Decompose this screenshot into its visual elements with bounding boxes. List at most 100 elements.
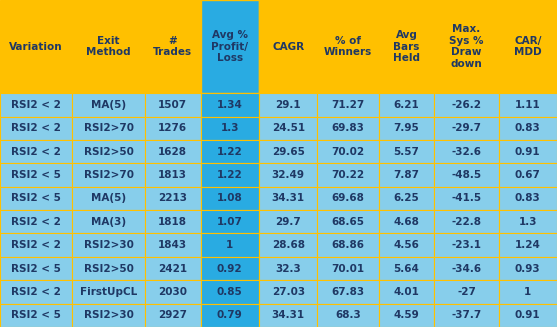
Text: 68.65: 68.65 — [331, 217, 365, 227]
FancyBboxPatch shape — [434, 280, 499, 303]
FancyBboxPatch shape — [499, 93, 557, 116]
FancyBboxPatch shape — [434, 116, 499, 140]
Text: 1843: 1843 — [158, 240, 187, 250]
FancyBboxPatch shape — [259, 303, 317, 327]
Text: 1.22: 1.22 — [217, 170, 243, 180]
Text: 6.25: 6.25 — [394, 193, 419, 203]
Text: 70.22: 70.22 — [331, 170, 365, 180]
Text: 0.91: 0.91 — [515, 146, 541, 157]
FancyBboxPatch shape — [499, 280, 557, 303]
FancyBboxPatch shape — [317, 93, 379, 116]
FancyBboxPatch shape — [499, 303, 557, 327]
FancyBboxPatch shape — [259, 116, 317, 140]
FancyBboxPatch shape — [0, 187, 72, 210]
FancyBboxPatch shape — [145, 140, 201, 163]
FancyBboxPatch shape — [434, 93, 499, 116]
FancyBboxPatch shape — [317, 210, 379, 233]
FancyBboxPatch shape — [379, 257, 434, 280]
Text: -34.6: -34.6 — [451, 264, 482, 274]
FancyBboxPatch shape — [499, 140, 557, 163]
FancyBboxPatch shape — [317, 233, 379, 257]
Text: MA(5): MA(5) — [91, 193, 126, 203]
Text: -22.8: -22.8 — [452, 217, 481, 227]
FancyBboxPatch shape — [72, 280, 145, 303]
Text: RSI2>70: RSI2>70 — [84, 170, 134, 180]
FancyBboxPatch shape — [259, 257, 317, 280]
Text: 0.83: 0.83 — [515, 193, 541, 203]
FancyBboxPatch shape — [379, 163, 434, 187]
Text: 5.64: 5.64 — [394, 264, 419, 274]
Text: 68.86: 68.86 — [331, 240, 365, 250]
FancyBboxPatch shape — [72, 0, 145, 93]
FancyBboxPatch shape — [0, 140, 72, 163]
FancyBboxPatch shape — [259, 163, 317, 187]
Text: -37.7: -37.7 — [451, 310, 482, 320]
FancyBboxPatch shape — [145, 257, 201, 280]
FancyBboxPatch shape — [317, 163, 379, 187]
Text: 7.87: 7.87 — [394, 170, 419, 180]
Text: FirstUpCL: FirstUpCL — [80, 287, 137, 297]
Text: 1: 1 — [524, 287, 531, 297]
FancyBboxPatch shape — [72, 187, 145, 210]
Text: 24.51: 24.51 — [272, 123, 305, 133]
FancyBboxPatch shape — [317, 280, 379, 303]
Text: % of
Winners: % of Winners — [324, 36, 372, 58]
Text: 69.68: 69.68 — [331, 193, 365, 203]
FancyBboxPatch shape — [145, 280, 201, 303]
Text: 4.56: 4.56 — [394, 240, 419, 250]
FancyBboxPatch shape — [499, 257, 557, 280]
FancyBboxPatch shape — [259, 233, 317, 257]
Text: 34.31: 34.31 — [272, 310, 305, 320]
FancyBboxPatch shape — [317, 187, 379, 210]
FancyBboxPatch shape — [201, 0, 259, 93]
Text: 5.57: 5.57 — [394, 146, 419, 157]
FancyBboxPatch shape — [499, 233, 557, 257]
Text: 6.21: 6.21 — [394, 100, 419, 110]
FancyBboxPatch shape — [434, 233, 499, 257]
Text: 32.49: 32.49 — [272, 170, 305, 180]
Text: 28.68: 28.68 — [272, 240, 305, 250]
FancyBboxPatch shape — [259, 187, 317, 210]
Text: 1628: 1628 — [158, 146, 187, 157]
Text: 7.95: 7.95 — [394, 123, 419, 133]
FancyBboxPatch shape — [201, 303, 259, 327]
Text: RSI2 < 2: RSI2 < 2 — [11, 123, 61, 133]
FancyBboxPatch shape — [201, 280, 259, 303]
FancyBboxPatch shape — [201, 187, 259, 210]
FancyBboxPatch shape — [72, 116, 145, 140]
FancyBboxPatch shape — [434, 257, 499, 280]
FancyBboxPatch shape — [0, 163, 72, 187]
FancyBboxPatch shape — [201, 257, 259, 280]
Text: 1.24: 1.24 — [515, 240, 541, 250]
FancyBboxPatch shape — [499, 116, 557, 140]
Text: Max.
Sys %
Draw
down: Max. Sys % Draw down — [449, 24, 483, 69]
Text: 4.59: 4.59 — [394, 310, 419, 320]
Text: RSI2 < 5: RSI2 < 5 — [11, 264, 61, 274]
Text: 1276: 1276 — [158, 123, 187, 133]
Text: -48.5: -48.5 — [451, 170, 482, 180]
Text: Avg %
Profit/
Loss: Avg % Profit/ Loss — [211, 30, 248, 63]
FancyBboxPatch shape — [317, 0, 379, 93]
FancyBboxPatch shape — [499, 163, 557, 187]
Text: 70.02: 70.02 — [331, 146, 365, 157]
FancyBboxPatch shape — [259, 93, 317, 116]
FancyBboxPatch shape — [72, 303, 145, 327]
Text: RSI2 < 2: RSI2 < 2 — [11, 100, 61, 110]
Text: -23.1: -23.1 — [452, 240, 481, 250]
FancyBboxPatch shape — [145, 93, 201, 116]
Text: -41.5: -41.5 — [451, 193, 482, 203]
FancyBboxPatch shape — [72, 140, 145, 163]
Text: 1507: 1507 — [158, 100, 187, 110]
Text: 1.34: 1.34 — [217, 100, 243, 110]
FancyBboxPatch shape — [259, 280, 317, 303]
FancyBboxPatch shape — [72, 210, 145, 233]
FancyBboxPatch shape — [145, 303, 201, 327]
FancyBboxPatch shape — [259, 140, 317, 163]
Text: 0.85: 0.85 — [217, 287, 243, 297]
FancyBboxPatch shape — [72, 257, 145, 280]
FancyBboxPatch shape — [201, 140, 259, 163]
Text: Exit
Method: Exit Method — [86, 36, 131, 58]
Text: RSI2 < 2: RSI2 < 2 — [11, 240, 61, 250]
FancyBboxPatch shape — [201, 116, 259, 140]
FancyBboxPatch shape — [0, 257, 72, 280]
